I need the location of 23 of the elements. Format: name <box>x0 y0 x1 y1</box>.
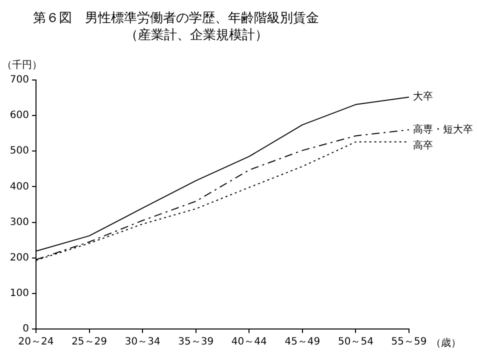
y-tick-label: 400 <box>10 181 29 192</box>
y-tick-label: 100 <box>10 288 29 300</box>
series-label: 高卒 <box>413 139 433 152</box>
y-tick-label: 0 <box>22 324 29 335</box>
x-tick-label: 45～49 <box>284 336 320 348</box>
x-tick-label: 55～59 <box>391 336 427 348</box>
x-tick-label: 50～54 <box>338 336 374 348</box>
y-axis-title: （千円） <box>2 59 42 71</box>
y-tick-label: 600 <box>10 110 29 122</box>
series-label: 高専・短大卒 <box>413 123 473 136</box>
x-tick-label: 30～34 <box>124 336 160 348</box>
x-tick-label: 20～24 <box>18 336 54 348</box>
x-axis-title: （歳） <box>431 337 461 349</box>
y-tick-label: 500 <box>10 146 29 157</box>
chart-subtitle: （産業計、企業規模計） <box>125 27 268 43</box>
x-tick-label: 35～39 <box>178 336 214 348</box>
y-tick-label: 700 <box>10 74 29 86</box>
chart-title: 第６図 男性標準労働者の学歴、年齢階級別賃金 <box>33 11 319 26</box>
series-label: 大卒 <box>413 90 433 103</box>
y-tick-label: 200 <box>10 252 29 264</box>
y-tick-label: 300 <box>10 216 29 228</box>
x-tick-label: 25～29 <box>72 336 108 348</box>
x-tick-label: 40～44 <box>231 336 267 348</box>
